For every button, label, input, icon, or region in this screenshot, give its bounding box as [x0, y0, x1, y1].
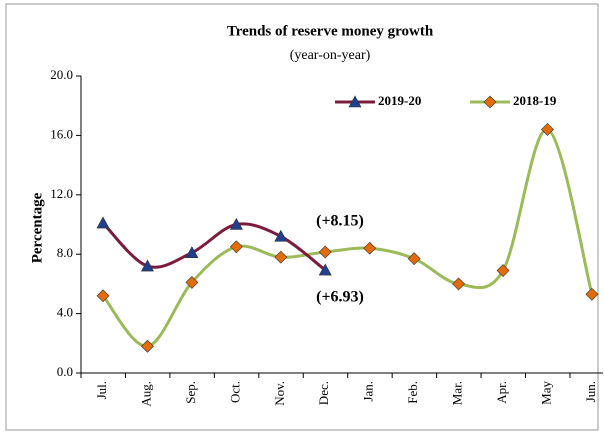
x-tick-label: May: [538, 381, 553, 405]
y-tick-label: 16.0: [50, 126, 73, 141]
x-tick-label: Sep.: [183, 381, 198, 404]
marker: [141, 339, 154, 353]
x-tick-label: Aug.: [138, 381, 153, 407]
y-tick-label: 0.0: [57, 364, 73, 379]
marker: [318, 245, 332, 259]
y-tick-label: 20.0: [50, 67, 73, 82]
marker: [229, 217, 243, 230]
legend-label: 2019-20: [378, 93, 421, 108]
x-tick-label: Jun.: [583, 381, 598, 402]
marker: [407, 252, 421, 266]
x-tick-label: Dec.: [316, 381, 331, 405]
legend-marker: [483, 95, 497, 109]
marker: [452, 277, 466, 291]
x-tick-label: Oct.: [227, 381, 242, 403]
marker: [229, 240, 243, 254]
x-tick-label: Apr.: [494, 381, 509, 404]
x-tick-label: Jan.: [361, 381, 376, 402]
x-tick-label: Jul.: [94, 381, 109, 399]
y-tick-label: 8.0: [57, 245, 73, 260]
x-tick-label: Nov.: [272, 381, 287, 406]
marker: [96, 289, 110, 303]
marker: [496, 264, 510, 277]
legend-label: 2018-19: [513, 93, 557, 108]
annotation: (+6.93): [316, 289, 364, 306]
marker: [274, 250, 288, 264]
legend-marker: [348, 95, 362, 108]
chart-frame: [5, 3, 599, 431]
marker: [274, 229, 288, 242]
y-tick-label: 4.0: [57, 305, 73, 320]
chart-title: Trends of reserve money growth: [227, 23, 434, 39]
x-tick-label: Feb.: [405, 381, 420, 404]
marker: [185, 246, 199, 259]
series-line: [101, 221, 327, 272]
marker: [318, 263, 332, 276]
marker: [140, 259, 154, 272]
annotation: (+8.15): [316, 213, 364, 230]
marker: [363, 241, 377, 255]
marker: [96, 216, 110, 229]
x-tick-label: Mar.: [450, 381, 465, 405]
series-line: [101, 127, 594, 348]
chart-subtitle: (year-on-year): [290, 48, 371, 63]
marker: [585, 287, 599, 301]
marker: [541, 123, 554, 136]
y-tick-label: 12.0: [50, 186, 73, 201]
y-axis-label: Percentage: [29, 192, 45, 263]
marker: [185, 275, 199, 289]
